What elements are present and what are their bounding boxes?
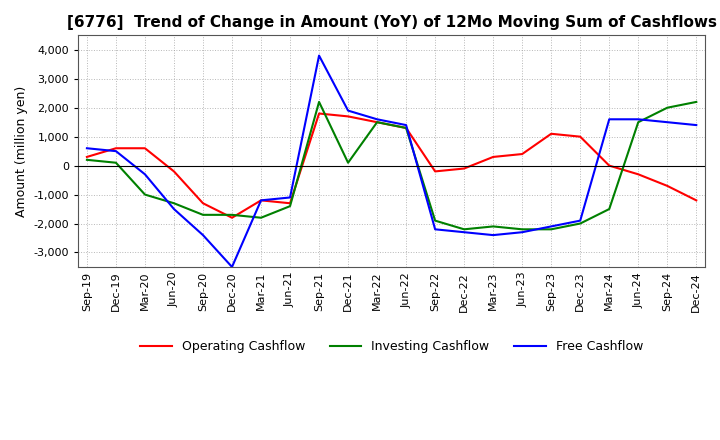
Operating Cashflow	[518, 151, 526, 157]
Free Cashflow	[692, 122, 701, 128]
Operating Cashflow	[257, 198, 266, 203]
Investing Cashflow	[228, 212, 236, 217]
Free Cashflow	[547, 224, 556, 229]
Operating Cashflow	[634, 172, 642, 177]
Free Cashflow	[315, 53, 323, 58]
Operating Cashflow	[605, 163, 613, 168]
Investing Cashflow	[199, 212, 207, 217]
Operating Cashflow	[286, 201, 294, 206]
Operating Cashflow	[692, 198, 701, 203]
Line: Investing Cashflow: Investing Cashflow	[87, 102, 696, 229]
Free Cashflow	[170, 206, 179, 212]
Free Cashflow	[460, 230, 469, 235]
Operating Cashflow	[170, 169, 179, 174]
Investing Cashflow	[170, 201, 179, 206]
Investing Cashflow	[634, 120, 642, 125]
Investing Cashflow	[112, 160, 120, 165]
Free Cashflow	[663, 120, 672, 125]
Operating Cashflow	[199, 201, 207, 206]
Investing Cashflow	[315, 99, 323, 105]
Operating Cashflow	[83, 154, 91, 160]
Operating Cashflow	[112, 146, 120, 151]
Investing Cashflow	[257, 215, 266, 220]
Operating Cashflow	[228, 215, 236, 220]
Free Cashflow	[634, 117, 642, 122]
Line: Free Cashflow: Free Cashflow	[87, 55, 696, 267]
Free Cashflow	[228, 264, 236, 270]
Investing Cashflow	[547, 227, 556, 232]
Operating Cashflow	[343, 114, 352, 119]
Free Cashflow	[140, 172, 149, 177]
Free Cashflow	[518, 230, 526, 235]
Operating Cashflow	[431, 169, 439, 174]
Free Cashflow	[199, 232, 207, 238]
Investing Cashflow	[518, 227, 526, 232]
Investing Cashflow	[489, 224, 498, 229]
Title: [6776]  Trend of Change in Amount (YoY) of 12Mo Moving Sum of Cashflows: [6776] Trend of Change in Amount (YoY) o…	[67, 15, 716, 30]
Legend: Operating Cashflow, Investing Cashflow, Free Cashflow: Operating Cashflow, Investing Cashflow, …	[135, 335, 648, 358]
Investing Cashflow	[460, 227, 469, 232]
Investing Cashflow	[431, 218, 439, 223]
Investing Cashflow	[343, 160, 352, 165]
Operating Cashflow	[489, 154, 498, 160]
Free Cashflow	[576, 218, 585, 223]
Operating Cashflow	[576, 134, 585, 139]
Operating Cashflow	[663, 183, 672, 188]
Free Cashflow	[373, 117, 382, 122]
Investing Cashflow	[692, 99, 701, 105]
Free Cashflow	[257, 198, 266, 203]
Line: Operating Cashflow: Operating Cashflow	[87, 114, 696, 218]
Investing Cashflow	[402, 125, 410, 131]
Operating Cashflow	[402, 125, 410, 131]
Free Cashflow	[402, 122, 410, 128]
Free Cashflow	[343, 108, 352, 113]
Investing Cashflow	[286, 204, 294, 209]
Investing Cashflow	[605, 206, 613, 212]
Y-axis label: Amount (million yen): Amount (million yen)	[15, 85, 28, 217]
Operating Cashflow	[373, 120, 382, 125]
Investing Cashflow	[576, 221, 585, 226]
Free Cashflow	[286, 195, 294, 200]
Free Cashflow	[83, 146, 91, 151]
Investing Cashflow	[83, 157, 91, 162]
Free Cashflow	[489, 232, 498, 238]
Investing Cashflow	[663, 105, 672, 110]
Free Cashflow	[605, 117, 613, 122]
Operating Cashflow	[140, 146, 149, 151]
Operating Cashflow	[315, 111, 323, 116]
Investing Cashflow	[140, 192, 149, 197]
Investing Cashflow	[373, 120, 382, 125]
Free Cashflow	[431, 227, 439, 232]
Free Cashflow	[112, 149, 120, 154]
Operating Cashflow	[460, 166, 469, 171]
Operating Cashflow	[547, 131, 556, 136]
